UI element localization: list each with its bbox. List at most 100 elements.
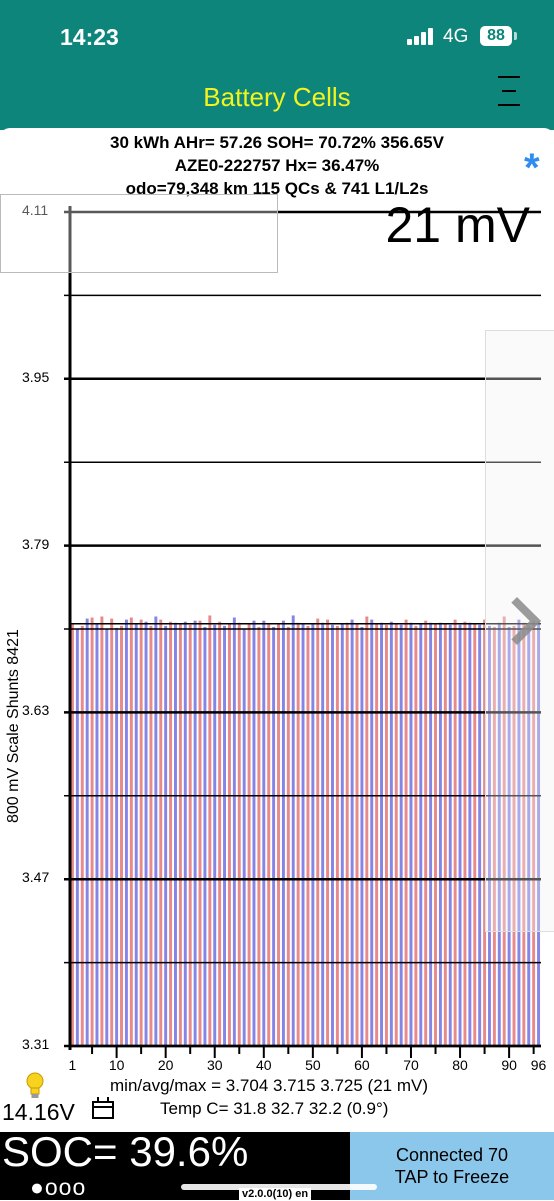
cell-bar xyxy=(252,620,256,1046)
cell-bar xyxy=(223,625,227,1046)
signal-icon xyxy=(407,28,435,45)
home-indicator[interactable] xyxy=(181,1184,377,1190)
x-tick-label: 10 xyxy=(108,1057,125,1073)
y-tick-label: 3.79 xyxy=(22,535,50,552)
cell-bar xyxy=(105,629,109,1046)
cell-bar xyxy=(473,623,477,1046)
cell-bar xyxy=(188,624,192,1046)
page-dots[interactable]: ●ooo xyxy=(30,1174,87,1200)
hamburger-menu-icon[interactable] xyxy=(498,74,522,108)
connection-status: Connected 70 xyxy=(395,1145,509,1165)
cell-bar xyxy=(247,623,251,1046)
cell-bar xyxy=(213,624,217,1046)
star-icon[interactable]: * xyxy=(524,146,540,190)
cell-bar xyxy=(522,622,526,1046)
cell-bar xyxy=(507,626,511,1046)
network-label: 4G xyxy=(443,26,469,47)
app-header: 14:23 4G 88 Battery Cells xyxy=(0,0,554,130)
cell-bar xyxy=(350,619,354,1046)
cell-bar xyxy=(478,624,482,1046)
status-time: 14:23 xyxy=(60,24,119,50)
cell-bar xyxy=(120,625,123,1046)
cell-bar xyxy=(110,618,114,1046)
cell-bar xyxy=(124,619,128,1046)
y-tick-label: 3.47 xyxy=(22,869,50,886)
cell-bar xyxy=(178,623,182,1046)
cell-bar xyxy=(193,620,197,1046)
cell-bar xyxy=(370,619,374,1046)
info-line-pack: 30 kWh AHr= 57.26 SOH= 70.72% 356.65V xyxy=(110,133,444,152)
cell-bar xyxy=(384,624,388,1046)
cell-bar xyxy=(100,616,104,1046)
lightbulb-icon[interactable] xyxy=(26,1072,44,1105)
side-swipe-panel[interactable] xyxy=(485,330,554,932)
cell-bar xyxy=(291,615,295,1046)
cell-bar xyxy=(296,622,300,1046)
cell-bar xyxy=(208,615,212,1046)
x-tick-label: 60 xyxy=(354,1057,370,1073)
cell-bar xyxy=(139,619,143,1046)
cell-bar xyxy=(340,623,344,1046)
cell-bar xyxy=(404,619,408,1046)
cell-bar xyxy=(149,625,153,1046)
cell-bar xyxy=(262,620,266,1046)
cell-bar xyxy=(75,629,79,1046)
minmax-stats: min/avg/max = 3.704 3.715 3.725 (21 mV) xyxy=(110,1076,428,1095)
x-tick-label: 90 xyxy=(501,1057,517,1073)
cell-bar xyxy=(458,624,462,1046)
cell-bar xyxy=(429,622,433,1046)
cell-bar xyxy=(70,623,74,1046)
version-label: v2.0.0(10) en xyxy=(239,1188,312,1200)
cell-bar xyxy=(345,622,349,1046)
cell-bar xyxy=(492,626,496,1046)
freeze-label: TAP to Freeze xyxy=(394,1167,510,1187)
cell-bar xyxy=(497,622,501,1046)
cell-bar xyxy=(532,620,536,1046)
cell-bar xyxy=(306,625,310,1046)
cell-bar xyxy=(232,617,236,1046)
cell-bar xyxy=(463,621,467,1046)
cell-bar xyxy=(419,623,423,1046)
cell-bar xyxy=(375,623,379,1046)
cell-bar xyxy=(424,620,428,1046)
cell-bar xyxy=(453,619,457,1046)
cell-bar xyxy=(242,629,246,1046)
cell-bar xyxy=(154,616,158,1046)
cell-bar xyxy=(237,622,241,1046)
cell-bar xyxy=(164,625,168,1046)
cells-panel: 30 kWh AHr= 57.26 SOH= 70.72% 356.65V AZ… xyxy=(0,128,554,1132)
y-tick-label: 3.31 xyxy=(22,1036,50,1052)
page-title: Battery Cells xyxy=(203,82,351,112)
cell-bar xyxy=(335,625,339,1046)
cell-bar xyxy=(311,623,315,1046)
cell-bar xyxy=(355,623,359,1046)
connection-button[interactable]: Connected 70 TAP to Freeze xyxy=(350,1132,554,1200)
cell-bar xyxy=(468,622,472,1046)
cell-bar xyxy=(414,625,418,1046)
x-tick-label: 50 xyxy=(305,1057,321,1073)
x-tick-label: 70 xyxy=(403,1057,419,1073)
cell-bar xyxy=(267,623,271,1046)
cell-bar xyxy=(227,623,231,1046)
cell-bar xyxy=(448,624,452,1046)
cell-bar xyxy=(129,617,133,1046)
cell-bar xyxy=(218,621,222,1046)
cell-bar xyxy=(301,623,305,1046)
zoom-box[interactable] xyxy=(0,194,278,273)
cell-bar xyxy=(399,624,403,1046)
cell-bar xyxy=(331,624,334,1046)
cell-bar xyxy=(517,619,521,1046)
cell-bar xyxy=(434,623,437,1046)
cell-bar xyxy=(394,623,398,1046)
chart-title: 21 mV xyxy=(385,197,530,253)
cell-bar xyxy=(527,625,531,1046)
temp-stats: Temp C= 31.8 32.7 32.2 (0.9°) xyxy=(160,1099,389,1118)
cell-bar xyxy=(85,618,89,1046)
battery-icon: 88 xyxy=(480,26,512,46)
cell-bar xyxy=(537,621,541,1046)
cell-voltage-chart[interactable] xyxy=(0,128,554,1132)
calendar-icon[interactable] xyxy=(92,1097,114,1119)
cell-bar xyxy=(389,621,393,1046)
cell-bar xyxy=(365,616,369,1046)
info-line-odo: odo=79,348 km 115 QCs & 741 L1/L2s xyxy=(125,179,429,198)
